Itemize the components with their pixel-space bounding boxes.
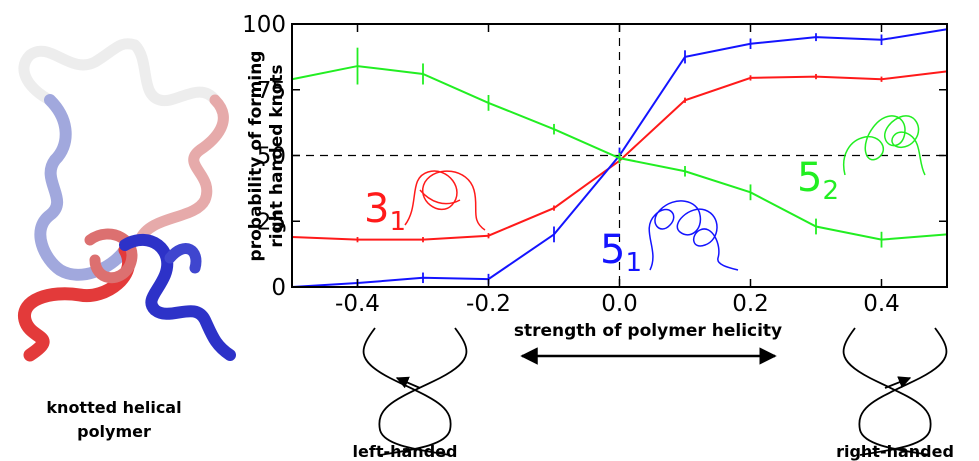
x-axis-label: strength of polymer helicity <box>514 321 782 341</box>
x-tick-label: 0.2 <box>732 291 769 317</box>
knot-label-3-1-main: 3 <box>364 186 389 232</box>
knot-label-5-1: 51 <box>600 227 642 278</box>
y-tick-label: 0 <box>271 275 286 301</box>
knot-label-5-1-sub: 1 <box>625 248 642 278</box>
right-handed-caption: right-handed <box>836 442 954 461</box>
polymer-segment-darkblue <box>119 233 236 361</box>
y-tick-labels: 0 25 50 75 100 <box>242 12 286 301</box>
polymer-segment-red <box>18 243 135 362</box>
polymer-segment-pink <box>134 94 229 246</box>
polymer-segment-white <box>18 38 221 107</box>
polymer-segment-lightblue <box>34 94 131 281</box>
knotted-polymer-illustration <box>18 38 236 362</box>
x-tick-label: -0.2 <box>466 291 511 317</box>
y-tick-label: 75 <box>257 78 286 104</box>
y-axis-label-line1: probability of forming <box>246 51 266 262</box>
y-tick-label: 50 <box>257 144 286 170</box>
left-handed-helix-icon <box>362 327 468 456</box>
y-tick-label: 25 <box>257 209 286 235</box>
knot-label-3-1-sub: 1 <box>389 207 406 237</box>
right-handed-helix-icon <box>842 327 948 456</box>
polymer-segment-blue <box>164 243 202 274</box>
knot-label-3-1: 31 <box>364 186 406 237</box>
five-two-knot-icon <box>843 115 926 176</box>
y-axis-label-line2: right handed knots <box>267 64 287 247</box>
polymer-caption-line2: polymer <box>77 422 151 441</box>
left-handed-caption: left-handed <box>353 442 458 461</box>
x-tick-label: 0.4 <box>863 291 900 317</box>
polymer-segment-salmon <box>84 228 138 284</box>
knot-label-5-2-sub: 2 <box>822 176 839 206</box>
x-tick-label: -0.4 <box>335 291 380 317</box>
y-tick-label: 100 <box>242 12 286 38</box>
knot-label-5-1-main: 5 <box>600 227 625 273</box>
series-group <box>291 28 948 288</box>
x-tick-labels: -0.4 -0.2 0.0 0.2 0.4 <box>335 291 900 317</box>
knot-label-5-2: 52 <box>797 155 839 206</box>
axis-ticks <box>292 23 947 288</box>
knot-label-5-2-main: 5 <box>797 155 822 201</box>
x-tick-label: 0.0 <box>601 291 638 317</box>
trefoil-knot-icon <box>404 170 486 231</box>
polymer-caption-line1: knotted helical <box>46 398 181 417</box>
five-one-knot-icon <box>648 200 739 271</box>
